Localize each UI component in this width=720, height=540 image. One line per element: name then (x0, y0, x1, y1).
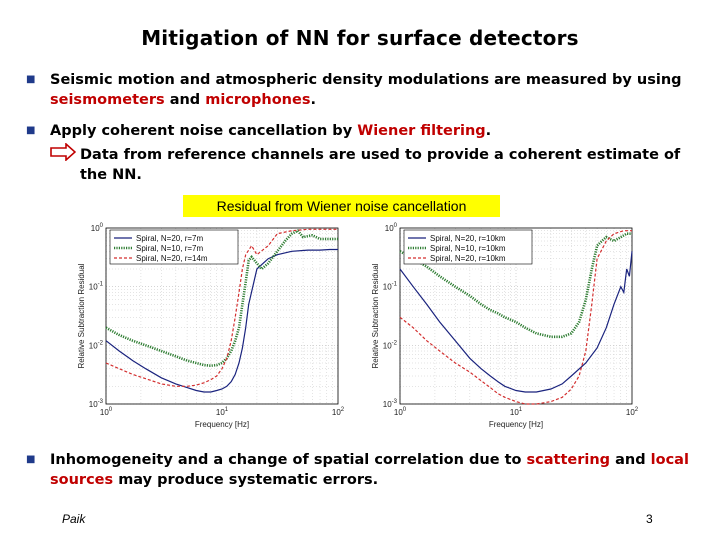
plot-frame (399, 227, 633, 405)
legend-label: Spiral, N=20, r=7m (136, 234, 203, 243)
series-line (105, 228, 338, 387)
square-bullet-icon: ■ (26, 125, 36, 136)
footer-author: Paik (62, 512, 86, 526)
residual-banner: Residual from Wiener noise cancellation (183, 195, 500, 217)
plot-right-svg: 100 101 102 10-3 10-2 10-1 100 Frequency [Hz] Re… (371, 223, 639, 429)
plot-left-svg: 100 101 102 10-3 10-2 10-1 100 Frequency [Hz] Re… (77, 223, 345, 429)
y-tick-label: 10-3 (383, 399, 398, 409)
plot-left: 100 101 102 10-3 10-2 10-1 100 Frequency [Hz] Re… (76, 218, 348, 432)
x-tick-label: 102 (332, 407, 345, 417)
series-line (399, 251, 633, 393)
legend-box (109, 229, 239, 265)
x-tick-label: 101 (216, 407, 229, 417)
x-tick-label: 100 (100, 407, 113, 417)
y-tick-label: 10-1 (383, 282, 398, 292)
series-line (399, 230, 632, 405)
right-arrow-icon (50, 143, 76, 161)
series-line (105, 229, 338, 368)
legend-label: Spiral, N=10, r=10km (430, 244, 506, 253)
legend-label: Spiral, N=20, r=10km (430, 254, 506, 263)
y-tick-label: 10-3 (89, 399, 104, 409)
y-tick-label: 100 (91, 223, 104, 233)
page-number: 3 (646, 512, 653, 526)
y-axis-label: Relative Subtraction Residual (371, 263, 380, 368)
series-line (105, 248, 338, 393)
y-tick-label: 10-2 (383, 340, 398, 350)
legend-label: Spiral, N=20, r=10km (430, 234, 506, 243)
sub-bullet-text: Data from reference channels are used to… (80, 147, 681, 183)
bullet-3-text: Inhomogeneity and a change of spatial co… (50, 452, 689, 488)
bullet-1: ■ Seismic motion and atmospheric density… (26, 70, 686, 110)
square-bullet-icon: ■ (26, 74, 36, 85)
y-axis-label: Relative Subtraction Residual (77, 263, 86, 368)
bullet-2-text: Apply coherent noise cancellation by Wie… (50, 123, 492, 139)
x-tick-label: 101 (510, 407, 523, 417)
y-tick-label: 10-1 (89, 282, 104, 292)
legend-label: Spiral, N=10, r=7m (136, 244, 203, 253)
x-axis-label: Frequency [Hz] (195, 420, 249, 429)
legend-label: Spiral, N=20, r=14m (136, 254, 208, 263)
y-tick-label: 10-2 (89, 340, 104, 350)
square-bullet-icon: ■ (26, 454, 36, 465)
bullet-3: ■ Inhomogeneity and a change of spatial … (26, 450, 696, 490)
plot-frame (105, 227, 339, 405)
bullet-2: ■ Apply coherent noise cancellation by W… (26, 121, 686, 141)
x-tick-label: 102 (626, 407, 639, 417)
bullet-1-text: Seismic motion and atmospheric density m… (50, 72, 682, 108)
plot-right: 100 101 102 10-3 10-2 10-1 100 Frequency [Hz] Re… (370, 218, 642, 432)
y-tick-label: 100 (385, 223, 398, 233)
slide-title: Mitigation of NN for surface detectors (141, 26, 579, 50)
x-axis-label: Frequency [Hz] (489, 420, 543, 429)
x-tick-label: 100 (394, 407, 407, 417)
